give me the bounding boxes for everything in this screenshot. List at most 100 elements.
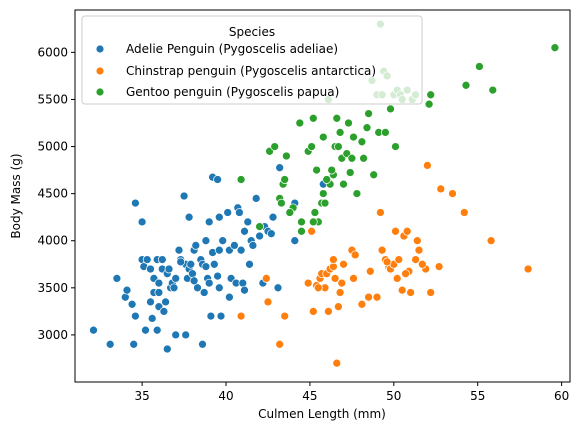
data-point	[137, 217, 147, 227]
data-point	[157, 255, 167, 264]
data-point	[332, 358, 342, 368]
data-point	[216, 311, 226, 321]
data-point	[359, 153, 368, 163]
data-point	[436, 184, 446, 194]
data-point	[376, 208, 385, 217]
data-point	[318, 132, 328, 142]
data-point	[275, 339, 285, 349]
data-point	[174, 245, 184, 255]
data-point	[414, 245, 424, 255]
data-point	[285, 208, 295, 217]
data-point	[251, 194, 261, 203]
data-point	[245, 259, 254, 269]
data-point	[352, 189, 362, 198]
data-point	[523, 264, 533, 274]
x-axis-label: Culmen Length (mm)	[258, 407, 386, 421]
data-point	[240, 285, 249, 295]
y-axis-label: Body Mass (g)	[9, 153, 23, 238]
data-point	[290, 236, 300, 246]
data-point	[423, 161, 432, 170]
data-point	[105, 339, 115, 349]
data-point	[236, 311, 246, 321]
data-point	[335, 288, 345, 297]
data-point	[339, 259, 348, 269]
data-point	[186, 259, 196, 269]
data-point	[550, 43, 560, 53]
data-point	[402, 226, 412, 236]
legend-marker-gentoo	[95, 87, 105, 97]
data-point	[364, 109, 373, 118]
data-point	[280, 311, 290, 321]
y-tick-label: 4500	[37, 187, 68, 201]
data-point	[320, 198, 330, 208]
data-point	[191, 241, 201, 250]
data-point	[349, 274, 358, 283]
data-point	[214, 212, 224, 222]
data-point	[179, 191, 189, 201]
data-point	[159, 307, 169, 316]
data-point	[365, 266, 375, 276]
data-point	[303, 278, 313, 288]
data-point	[401, 269, 410, 279]
data-point	[335, 128, 345, 137]
data-point	[198, 339, 207, 349]
data-point	[313, 283, 323, 293]
data-point	[142, 255, 152, 264]
legend-title: Species	[229, 25, 275, 39]
data-point	[308, 113, 318, 123]
data-point	[297, 226, 306, 236]
data-point	[201, 236, 211, 246]
x-tick-label: 55	[470, 389, 485, 403]
data-point	[369, 170, 379, 180]
data-point	[236, 175, 246, 184]
data-point	[218, 236, 228, 246]
y-tick-label: 3500	[37, 281, 68, 295]
data-point	[350, 250, 360, 260]
data-point	[488, 85, 498, 95]
data-point	[426, 288, 436, 297]
data-point	[223, 208, 233, 217]
data-point	[213, 175, 222, 184]
data-point	[169, 283, 179, 293]
data-point	[154, 278, 164, 288]
data-point	[230, 241, 239, 250]
data-point	[459, 208, 469, 217]
data-point	[270, 142, 280, 151]
x-tick-label: 50	[386, 389, 401, 403]
data-point	[417, 259, 427, 269]
data-point	[273, 283, 283, 293]
data-point	[240, 226, 249, 236]
data-point	[152, 325, 162, 335]
data-point	[308, 217, 318, 227]
data-point	[248, 241, 258, 250]
data-point	[339, 179, 348, 189]
data-point	[282, 151, 291, 161]
data-point	[391, 226, 400, 236]
data-point	[181, 330, 191, 340]
data-point	[394, 255, 404, 264]
data-point	[386, 104, 395, 114]
data-point	[214, 245, 224, 255]
data-point	[255, 222, 264, 231]
data-point	[406, 288, 415, 297]
data-point	[364, 292, 373, 302]
data-point	[131, 198, 140, 208]
data-point	[434, 262, 444, 271]
data-point	[193, 283, 202, 293]
data-point	[318, 189, 328, 198]
data-point	[204, 278, 214, 288]
data-point	[424, 99, 434, 109]
data-point	[141, 325, 150, 335]
data-point	[127, 299, 137, 309]
data-point	[146, 297, 155, 307]
y-tick-label: 3000	[37, 328, 68, 342]
points-layer	[89, 19, 560, 368]
data-point	[486, 236, 496, 246]
x-axis-ticks: 35 40 45 50 55 60	[134, 382, 569, 403]
data-point	[307, 226, 316, 236]
data-point	[280, 175, 290, 184]
data-point	[201, 262, 211, 271]
data-point	[382, 257, 392, 267]
data-point	[312, 165, 321, 175]
data-point	[206, 311, 216, 321]
